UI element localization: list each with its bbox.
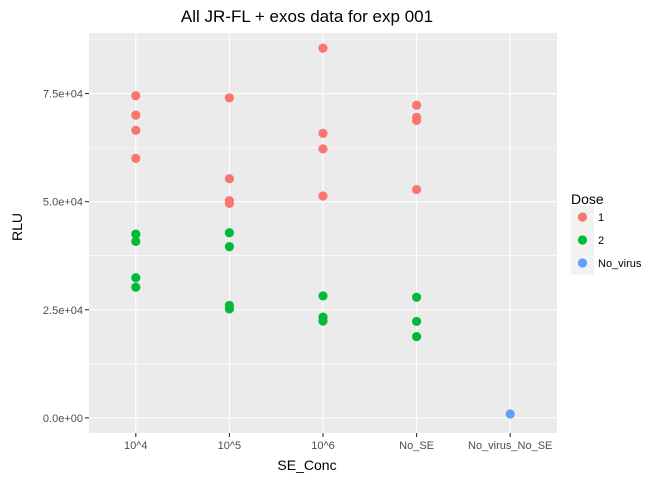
- data-point: [412, 292, 422, 302]
- data-point: [131, 125, 141, 135]
- data-point: [224, 174, 234, 184]
- x-tick-label: No_SE: [399, 440, 434, 452]
- data-point: [131, 282, 141, 292]
- chart-title: All JR-FL + exos data for exp 001: [181, 7, 433, 26]
- data-point: [131, 110, 141, 120]
- data-point: [224, 198, 234, 208]
- data-points: [131, 43, 515, 419]
- data-point: [131, 153, 141, 164]
- data-point: [131, 91, 141, 101]
- legend-title: Dose: [571, 191, 604, 207]
- data-point: [224, 93, 234, 103]
- legend-label: 2: [598, 235, 604, 247]
- y-tick-label: 7.5e+04: [43, 89, 83, 101]
- data-point: [131, 236, 141, 247]
- data-point: [318, 291, 328, 301]
- legend-label: 1: [598, 212, 604, 224]
- x-tick-label: No_virus_No_SE: [468, 440, 552, 452]
- data-point: [505, 409, 515, 419]
- data-point: [412, 316, 422, 327]
- y-tick-label: 2.5e+04: [43, 305, 83, 317]
- x-tick-label: 10^5: [218, 440, 242, 452]
- data-point: [318, 144, 328, 154]
- legend-key: [577, 235, 588, 245]
- y-tick-label: 0.0e+00: [43, 413, 83, 425]
- data-point: [224, 242, 234, 252]
- x-tick-label: 10^4: [124, 440, 148, 452]
- data-point: [412, 184, 422, 195]
- data-point: [412, 100, 422, 110]
- data-point: [131, 229, 141, 239]
- data-point: [318, 191, 328, 201]
- x-axis-title: SE_Conc: [277, 457, 336, 473]
- legend-label: No_virus: [598, 258, 642, 270]
- data-point: [318, 316, 328, 326]
- data-point: [131, 273, 141, 283]
- y-axis-title: RLU: [9, 213, 25, 241]
- y-axis: 0.0e+00 2.5e+04 5.0e+04 7.5e+04: [43, 89, 89, 425]
- data-point: [318, 43, 328, 53]
- x-axis: 10^4 10^5 10^6 No_SE No_virus_No_SE: [124, 433, 552, 452]
- data-point: [224, 228, 234, 238]
- legend-key: [577, 212, 588, 222]
- x-tick-label: 10^6: [311, 440, 335, 452]
- y-tick-label: 5.0e+04: [43, 197, 83, 209]
- legend: Dose 1 2 No_virus: [571, 191, 642, 275]
- data-point: [318, 128, 328, 138]
- legend-key: [577, 258, 588, 268]
- data-point: [412, 115, 422, 125]
- data-point: [412, 331, 422, 342]
- data-point: [224, 304, 234, 314]
